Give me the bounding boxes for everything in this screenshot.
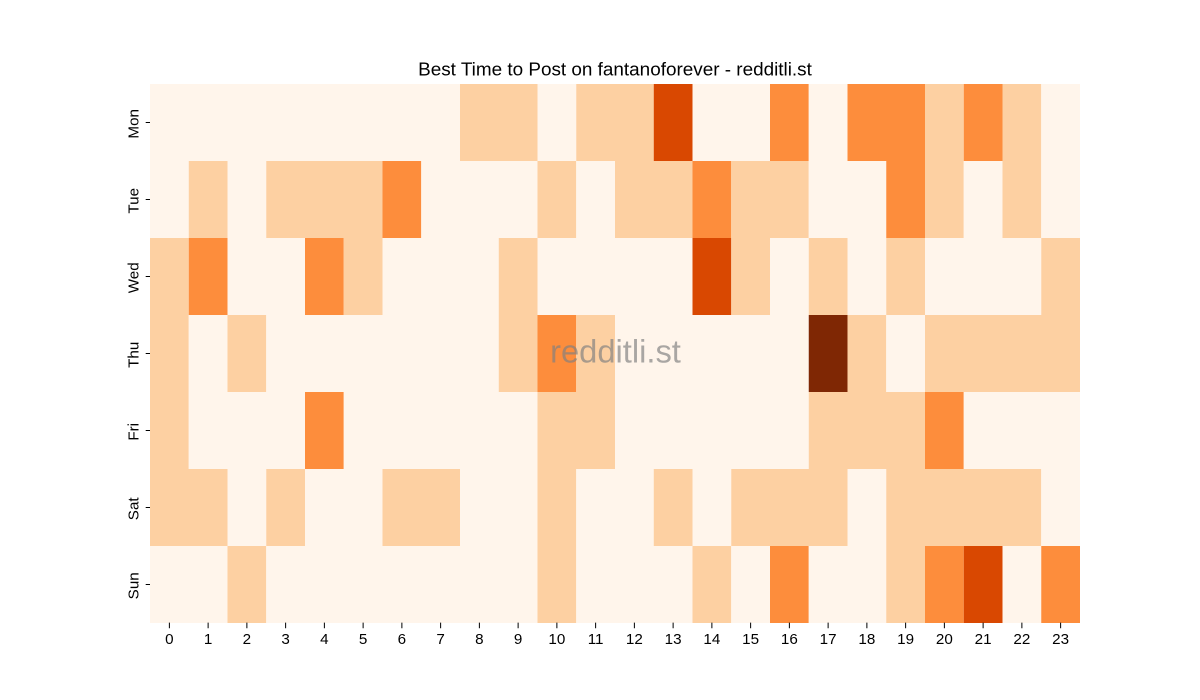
svg-text:redditli.st: redditli.st <box>550 333 681 370</box>
svg-text:12: 12 <box>626 631 643 648</box>
svg-text:Sun: Sun <box>126 572 143 599</box>
svg-text:Wed: Wed <box>126 262 143 293</box>
svg-text:15: 15 <box>742 631 759 648</box>
svg-text:2: 2 <box>243 631 251 648</box>
svg-text:Tue: Tue <box>126 188 143 214</box>
svg-text:9: 9 <box>514 631 522 648</box>
svg-text:18: 18 <box>858 631 875 648</box>
svg-text:1: 1 <box>204 631 212 648</box>
svg-text:7: 7 <box>436 631 444 648</box>
svg-text:Sat: Sat <box>126 497 143 521</box>
svg-text:21: 21 <box>975 631 992 648</box>
svg-text:8: 8 <box>475 631 483 648</box>
svg-text:10: 10 <box>548 631 565 648</box>
svg-text:22: 22 <box>1013 631 1030 648</box>
svg-text:23: 23 <box>1052 631 1069 648</box>
svg-text:Best Time to Post on fantanofo: Best Time to Post on fantanoforever - re… <box>418 60 812 81</box>
svg-text:6: 6 <box>398 631 406 648</box>
svg-text:20: 20 <box>936 631 953 648</box>
svg-text:5: 5 <box>359 631 367 648</box>
svg-text:0: 0 <box>165 631 173 648</box>
svg-text:19: 19 <box>897 631 914 648</box>
svg-text:3: 3 <box>281 631 289 648</box>
svg-text:11: 11 <box>588 631 604 648</box>
svg-text:14: 14 <box>703 631 720 648</box>
svg-text:16: 16 <box>781 631 798 648</box>
svg-text:Fri: Fri <box>126 423 143 441</box>
svg-text:Mon: Mon <box>126 109 143 139</box>
svg-text:17: 17 <box>820 631 837 648</box>
svg-text:Thu: Thu <box>126 342 143 368</box>
svg-text:4: 4 <box>320 631 328 648</box>
svg-text:13: 13 <box>665 631 682 648</box>
